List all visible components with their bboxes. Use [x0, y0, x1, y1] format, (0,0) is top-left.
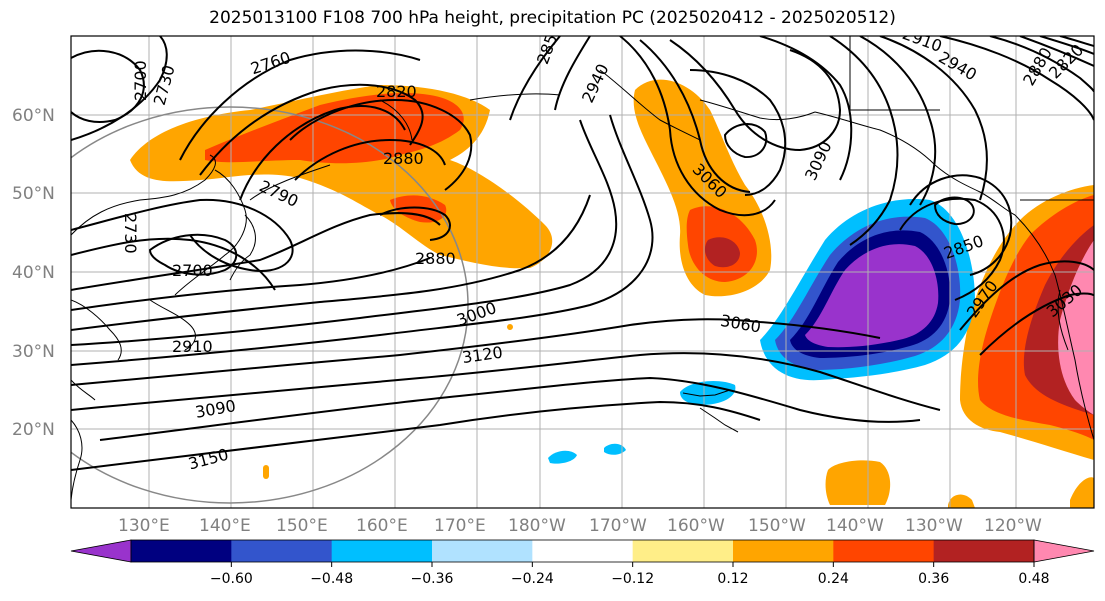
lat-label: 50°N: [12, 184, 55, 204]
lat-label: 20°N: [12, 420, 55, 440]
colorbar-tick-label: −0.48: [310, 571, 353, 587]
contour-label: 2700: [172, 261, 213, 280]
lat-label: 40°N: [12, 263, 55, 283]
latitude-labels: 60°N 50°N 40°N 30°N 20°N: [12, 106, 55, 440]
colorbar-frame: [130, 539, 1035, 563]
contour-label: 2880: [415, 249, 456, 268]
colorbar-bin: [632, 540, 734, 562]
lon-label: 170°E: [434, 516, 486, 536]
contour-label: 2730: [121, 213, 140, 254]
contour-label: 2850: [533, 22, 565, 67]
contour-label: 2760: [248, 48, 293, 79]
colorbar-tick-label: −0.12: [611, 571, 654, 587]
colorbar-bin: [933, 540, 1035, 562]
lat-label: 30°N: [12, 342, 55, 362]
colorbar-tick-label: 0.12: [717, 571, 748, 587]
lon-label: 180°W: [508, 516, 566, 536]
anomaly-area-baja: [948, 494, 975, 508]
lat-label: 60°N: [12, 106, 55, 126]
anomaly-area-mexico: [825, 460, 891, 505]
contour-label: 2820: [1045, 40, 1087, 82]
anomaly-dot-2: [507, 324, 513, 330]
colorbar-bin: [733, 540, 834, 562]
colorbar-bin: [833, 540, 935, 562]
contour-label: 2940: [935, 48, 980, 85]
map-frame: [70, 35, 1095, 509]
colorbar-bin: [231, 540, 333, 562]
colorbar-bin: [331, 540, 433, 562]
contour-label: 3000: [454, 298, 499, 330]
colorbar-extend-high: [1033, 539, 1095, 563]
lon-label: 130°E: [118, 516, 170, 536]
colorbar-tick-label: 0.24: [818, 571, 849, 587]
colorbar-bin: [532, 540, 634, 562]
map-title: 2025013100 F108 700 hPa height, precipit…: [209, 8, 896, 28]
lon-label: 140°W: [826, 516, 884, 536]
contour-label: 2730: [150, 63, 179, 107]
lon-label: 150°E: [276, 516, 328, 536]
anomaly-area-neg-purple: [805, 244, 939, 348]
anomaly-area-japan-red: [205, 93, 464, 164]
anomaly-area-aleutian-dark: [704, 237, 740, 268]
anomaly-area-small-1: [548, 450, 577, 464]
contour-label: 3150: [186, 445, 230, 474]
lon-label: 120°W: [984, 516, 1042, 536]
colorbar-tick-label: 0.48: [1018, 571, 1049, 587]
contour-label: 2940: [578, 61, 612, 106]
contour-label: 3090: [801, 138, 835, 183]
anomaly-area-kuril-red: [390, 195, 447, 223]
contour-label: 2880: [383, 149, 424, 168]
colorbar: −0.60 −0.48 −0.36 −0.24 −0.12 0.12 0.24 0.36 0.4…: [70, 539, 1095, 587]
anomaly-dot: [263, 465, 269, 479]
graticule: [71, 36, 1094, 508]
colorbar-tick-label: −0.24: [511, 571, 554, 587]
contour-label: 2910: [172, 337, 213, 356]
contour-label: 2700: [131, 60, 150, 101]
lon-label: 130°W: [905, 516, 963, 536]
contour-label: 2790: [256, 176, 301, 210]
anomaly-area-small-2: [604, 443, 626, 455]
lon-label: 160°E: [356, 516, 408, 536]
colorbar-tick-label: −0.60: [210, 571, 253, 587]
anomaly-area-hawaii: [680, 380, 736, 405]
contour-label: 3060: [719, 311, 762, 337]
lon-label: 140°E: [199, 516, 251, 536]
height-contours: [71, 36, 1094, 471]
contour-label: 2910: [900, 24, 945, 56]
lon-label: 160°W: [667, 516, 725, 536]
longitude-labels: 130°E 140°E 150°E 160°E 170°E 180°W 170°…: [118, 516, 1042, 536]
lon-label: 150°W: [748, 516, 806, 536]
colorbar-extend-low: [70, 539, 132, 563]
colorbar-bin: [432, 540, 533, 562]
lon-label: 170°W: [589, 516, 647, 536]
contour-label: 2820: [376, 82, 417, 101]
colorbar-tick-label: −0.36: [411, 571, 454, 587]
colorbar-tick-label: 0.36: [918, 571, 949, 587]
map-field: 2760 2700 2730 2820 2880 2790 2730 2700 …: [71, 22, 1094, 508]
anomaly-area-westcoast-pink: [1058, 240, 1094, 415]
colorbar-bin: [131, 540, 232, 562]
anomaly-area-sw-corner: [1070, 477, 1094, 508]
